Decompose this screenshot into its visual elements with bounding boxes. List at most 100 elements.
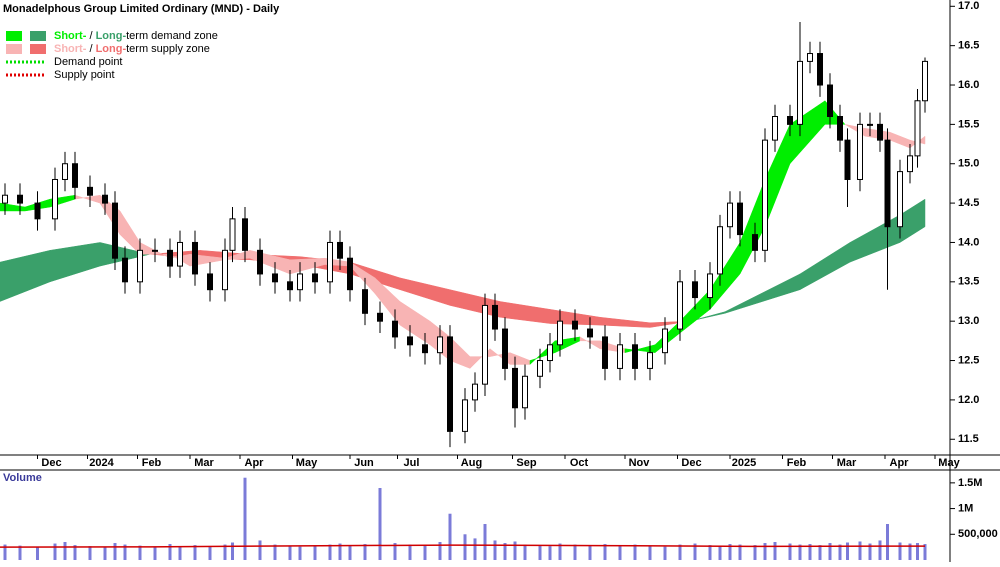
volume-bar bbox=[503, 543, 507, 560]
legend-text: Long- bbox=[96, 43, 127, 55]
candle-body bbox=[602, 336, 608, 369]
chart-title: Monadelphous Group Limited Ordinary (MND… bbox=[3, 3, 280, 15]
volume-bar bbox=[258, 540, 262, 560]
volume-bar bbox=[178, 546, 182, 560]
volume-bar bbox=[538, 545, 542, 560]
candle-body bbox=[407, 336, 413, 346]
candle-body bbox=[717, 226, 723, 275]
candle-body bbox=[677, 281, 683, 330]
volume-bar bbox=[648, 546, 652, 560]
candle-body bbox=[52, 178, 58, 220]
candle-body bbox=[617, 344, 623, 369]
candle-body bbox=[537, 360, 543, 377]
candle-body bbox=[422, 344, 428, 354]
volume-bar bbox=[846, 542, 849, 560]
candle-body bbox=[692, 281, 698, 299]
volume-bar bbox=[886, 524, 889, 560]
candle-body bbox=[272, 273, 278, 283]
volume-bar bbox=[548, 546, 552, 560]
volume-bar bbox=[3, 544, 7, 560]
candle-body bbox=[222, 249, 228, 291]
candle-body bbox=[502, 328, 508, 369]
x-tick-label: Sep bbox=[516, 457, 536, 469]
x-tick-label: Apr bbox=[245, 457, 265, 469]
volume-bar bbox=[678, 544, 682, 560]
volume-bar bbox=[448, 513, 452, 560]
volume-bar bbox=[288, 546, 292, 560]
volume-bar bbox=[916, 543, 919, 560]
candle-body bbox=[522, 375, 528, 409]
volume-bar bbox=[463, 534, 467, 560]
x-tick-label: Apr bbox=[890, 457, 910, 469]
candle-body bbox=[752, 234, 758, 251]
volume-bar bbox=[73, 545, 77, 560]
volume-bar bbox=[223, 544, 227, 560]
volume-bar bbox=[753, 545, 757, 560]
volume-bar bbox=[273, 544, 277, 560]
x-tick-label: Feb bbox=[142, 457, 162, 469]
candle-body bbox=[287, 281, 293, 291]
candle-body bbox=[17, 194, 23, 204]
volume-bar bbox=[328, 544, 332, 560]
candle-body bbox=[907, 155, 913, 173]
candle-body bbox=[34, 202, 41, 220]
volume-bar bbox=[168, 544, 172, 560]
volume-bar bbox=[708, 545, 712, 560]
volume-bar bbox=[36, 546, 39, 560]
candle-body bbox=[257, 249, 263, 275]
volume-bar bbox=[878, 540, 882, 560]
volume-bar bbox=[588, 545, 592, 560]
x-tick-label: May bbox=[296, 457, 318, 469]
candle-body bbox=[492, 304, 498, 330]
legend-label: Demand point bbox=[54, 56, 123, 68]
candle-body bbox=[867, 123, 873, 126]
candle-body bbox=[632, 344, 638, 369]
volume-tick-label: 1.5M bbox=[958, 477, 982, 489]
legend-text: Short- bbox=[54, 30, 87, 42]
legend-text: term demand zone bbox=[126, 30, 218, 42]
candle-body bbox=[312, 273, 318, 283]
candle-body bbox=[167, 249, 173, 267]
volume-label: Volume bbox=[3, 472, 42, 484]
volume-bar bbox=[558, 543, 562, 560]
y-tick-label: 12.5 bbox=[958, 354, 979, 366]
legend-swatch bbox=[30, 44, 46, 54]
volume-bar bbox=[53, 543, 57, 560]
legend-text: / bbox=[86, 30, 95, 42]
volume-bar bbox=[113, 543, 117, 560]
candle-body bbox=[762, 139, 768, 251]
volume-ma bbox=[0, 544, 926, 548]
y-tick-label: 15.5 bbox=[958, 118, 979, 130]
legend-label: Short- / Long-term demand zone bbox=[54, 30, 218, 42]
volume-bar bbox=[818, 545, 822, 560]
candle-body bbox=[817, 53, 823, 86]
y-tick-label: 16.0 bbox=[958, 79, 979, 91]
candle-body bbox=[152, 249, 158, 252]
volume-bar bbox=[313, 545, 317, 560]
candle-body bbox=[807, 53, 813, 62]
legend-swatch bbox=[30, 31, 46, 41]
volume-bar bbox=[483, 524, 487, 560]
volume-bar bbox=[633, 544, 637, 560]
volume-bar bbox=[858, 541, 862, 560]
volume-bar bbox=[123, 544, 127, 560]
x-tick-label: Mar bbox=[194, 457, 214, 469]
volume-bar bbox=[473, 538, 477, 560]
y-tick-label: 16.5 bbox=[958, 40, 979, 52]
volume-bar bbox=[63, 542, 67, 560]
x-tick-label: Nov bbox=[629, 457, 651, 469]
volume-bar bbox=[513, 541, 517, 560]
y-tick-label: 17.0 bbox=[958, 0, 979, 12]
x-tick-label: Aug bbox=[461, 457, 482, 469]
x-tick-label: Dec bbox=[41, 457, 61, 469]
volume-bar bbox=[603, 544, 607, 560]
candle-body bbox=[662, 328, 668, 354]
candle-body bbox=[112, 202, 118, 259]
candle-body bbox=[837, 116, 843, 141]
x-tick-label: Jul bbox=[404, 457, 420, 469]
volume-bar bbox=[788, 543, 792, 560]
